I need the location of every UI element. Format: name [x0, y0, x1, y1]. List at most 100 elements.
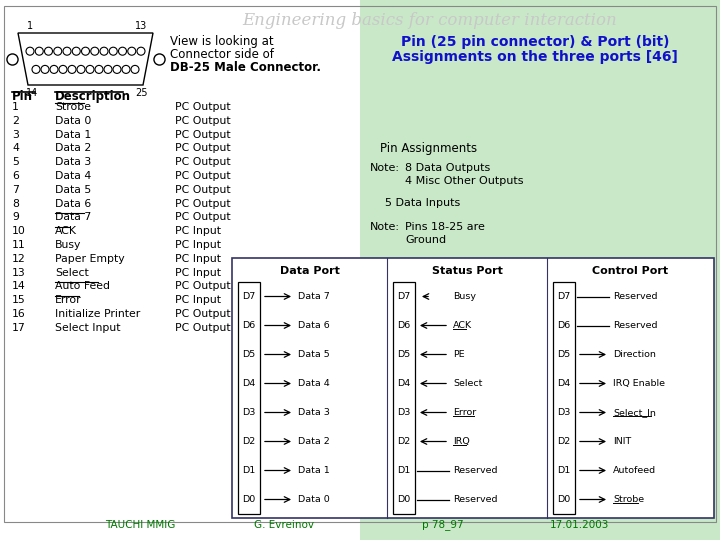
Text: Autofeed: Autofeed [613, 466, 656, 475]
Text: View is looking at: View is looking at [170, 35, 274, 48]
Bar [238, 282, 260, 514]
Text: Reserved: Reserved [613, 321, 657, 330]
Text: 16: 16 [12, 309, 26, 319]
Text: 5 Data Inputs: 5 Data Inputs [385, 198, 460, 208]
Text: Data 6: Data 6 [298, 321, 330, 330]
Text: 8: 8 [12, 199, 19, 208]
Text: 9: 9 [12, 212, 19, 222]
Text: Pin: Pin [12, 90, 33, 103]
Text: 1: 1 [27, 21, 33, 31]
Text: D1: D1 [397, 466, 410, 475]
Text: Busy: Busy [55, 240, 81, 250]
Text: 17: 17 [12, 323, 26, 333]
Text: PC Output: PC Output [175, 281, 230, 292]
Text: Data 0: Data 0 [55, 116, 91, 126]
Text: Status Port: Status Port [431, 266, 503, 276]
Text: Data 4: Data 4 [55, 171, 91, 181]
Text: Assignments on the three ports [46]: Assignments on the three ports [46] [392, 50, 678, 64]
Text: Data 2: Data 2 [298, 437, 330, 446]
Text: Data 3: Data 3 [298, 408, 330, 417]
Text: Data 7: Data 7 [298, 292, 330, 301]
Text: PC Input: PC Input [175, 240, 221, 250]
Text: Description: Description [55, 90, 131, 103]
Text: PC Output: PC Output [175, 323, 230, 333]
Text: 3: 3 [12, 130, 19, 140]
Text: PC Output: PC Output [175, 309, 230, 319]
Text: ACK: ACK [453, 321, 472, 330]
Text: Pin Assignments: Pin Assignments [380, 142, 477, 155]
Text: 17.01.2003: 17.01.2003 [550, 520, 609, 530]
Text: Data 1: Data 1 [55, 130, 91, 140]
Text: Select: Select [453, 379, 482, 388]
Text: PC Output: PC Output [175, 157, 230, 167]
Text: D5: D5 [557, 350, 571, 359]
Text: 10: 10 [12, 226, 26, 236]
Text: Note:: Note: [370, 222, 400, 232]
Text: 12: 12 [12, 254, 26, 264]
Text: D0: D0 [397, 495, 410, 504]
Text: 14: 14 [12, 281, 26, 292]
Text: 13: 13 [135, 21, 147, 31]
Text: PC Output: PC Output [175, 199, 230, 208]
Text: Strobe: Strobe [55, 102, 91, 112]
Text: 4 Misc Other Outputs: 4 Misc Other Outputs [405, 176, 523, 186]
Text: p 78_97: p 78_97 [422, 519, 464, 530]
Bar [360, 0, 720, 540]
Text: 13: 13 [12, 268, 26, 278]
Text: PC Input: PC Input [175, 254, 221, 264]
Text: Data 2: Data 2 [55, 144, 91, 153]
Text: ACK: ACK [55, 226, 77, 236]
Bar [393, 282, 415, 514]
Text: Auto Feed: Auto Feed [55, 281, 110, 292]
Bar [0, 0, 360, 540]
Text: 15: 15 [12, 295, 26, 305]
Text: 2: 2 [12, 116, 19, 126]
Text: Data 6: Data 6 [55, 199, 91, 208]
Text: PC Output: PC Output [175, 116, 230, 126]
Text: PC Input: PC Input [175, 268, 221, 278]
Text: D0: D0 [243, 495, 256, 504]
Text: 11: 11 [12, 240, 26, 250]
Text: Data 3: Data 3 [55, 157, 91, 167]
Text: D1: D1 [557, 466, 571, 475]
Text: D7: D7 [557, 292, 571, 301]
Text: G. Evreinov: G. Evreinov [254, 520, 315, 530]
Text: D3: D3 [243, 408, 256, 417]
Text: D7: D7 [243, 292, 256, 301]
Text: D6: D6 [397, 321, 410, 330]
Text: Paper Empty: Paper Empty [55, 254, 125, 264]
Text: D3: D3 [557, 408, 571, 417]
Text: Initialize Printer: Initialize Printer [55, 309, 140, 319]
Text: 5: 5 [12, 157, 19, 167]
Text: Select Input: Select Input [55, 323, 120, 333]
Text: D2: D2 [557, 437, 571, 446]
Text: D4: D4 [397, 379, 410, 388]
Text: PE: PE [453, 350, 464, 359]
Text: Error: Error [55, 295, 81, 305]
Text: 8 Data Outputs: 8 Data Outputs [405, 163, 490, 173]
Text: 14: 14 [26, 88, 38, 98]
Text: Control Port: Control Port [593, 266, 669, 276]
Text: Engineering basics for computer interaction: Engineering basics for computer interact… [243, 12, 617, 29]
Text: Data 5: Data 5 [55, 185, 91, 195]
Text: 4: 4 [12, 144, 19, 153]
Text: INIT: INIT [613, 437, 631, 446]
Text: Data 7: Data 7 [55, 212, 91, 222]
Text: Pins 18-25 are: Pins 18-25 are [405, 222, 485, 232]
Text: DB-25 Male Connector.: DB-25 Male Connector. [170, 61, 321, 74]
Text: Data 1: Data 1 [298, 466, 330, 475]
Text: PC Output: PC Output [175, 212, 230, 222]
Text: PC Input: PC Input [175, 295, 221, 305]
Text: Select_In: Select_In [613, 408, 656, 417]
Text: PC Output: PC Output [175, 130, 230, 140]
Text: D5: D5 [397, 350, 410, 359]
Text: D4: D4 [557, 379, 571, 388]
Text: 7: 7 [12, 185, 19, 195]
Text: IRQ Enable: IRQ Enable [613, 379, 665, 388]
Text: Data 4: Data 4 [298, 379, 330, 388]
Text: PC Output: PC Output [175, 144, 230, 153]
Text: Data 5: Data 5 [298, 350, 330, 359]
Text: D0: D0 [557, 495, 571, 504]
Text: Connector side of: Connector side of [170, 48, 274, 61]
Text: Direction: Direction [613, 350, 656, 359]
